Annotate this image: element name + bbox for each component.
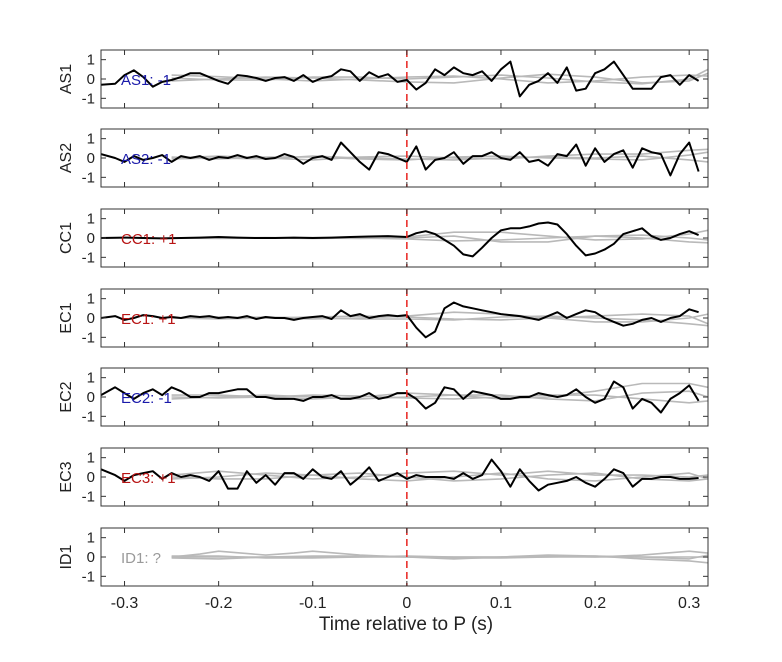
y-tick-label: 1	[87, 450, 95, 467]
black-trace	[101, 141, 700, 177]
panel-ec2: EC2: -1 -1 0 1 EC2	[58, 367, 709, 427]
black-trace	[101, 60, 700, 98]
gray-trace-2	[171, 472, 708, 482]
panel-annotation-label: EC3: +1	[121, 470, 176, 487]
x-axis-label: Time relative to P (s)	[319, 614, 493, 635]
y-tick-label: 0	[87, 150, 95, 167]
panel-ec3: EC3: +1 -1 0 1 EC3	[58, 447, 709, 507]
panel-y-axis-label: EC2	[58, 381, 75, 412]
black-trace	[101, 221, 699, 258]
y-tick-label: 1	[87, 52, 95, 69]
y-tick-label: 0	[87, 549, 95, 566]
panel-annotation-label: EC2: -1	[121, 390, 172, 407]
y-tick-label: -1	[82, 329, 95, 346]
y-tick-label: 1	[87, 530, 95, 547]
panel-as2: AS2: -1 -1 0 1 AS2	[58, 128, 709, 188]
panel-y-axis-label: EC1	[58, 302, 75, 333]
traces-group	[101, 380, 708, 414]
panel-as1: AS1: -1 -1 0 1 AS1	[58, 49, 709, 109]
y-tick-label: 1	[87, 131, 95, 148]
panel-id1: ID1: ? -1 0 1 ID1	[58, 527, 709, 587]
panel-y-axis-label: ID1	[58, 544, 75, 569]
x-tick-label: 0	[402, 595, 411, 612]
y-tick-label: 0	[87, 71, 95, 88]
panel-ec1: EC1: +1 -1 0 1 EC1	[58, 288, 709, 348]
y-tick-label: 0	[87, 230, 95, 247]
panel-annotation-label: AS1: -1	[121, 72, 171, 89]
y-tick-label: 0	[87, 469, 95, 486]
panel-annotation-label: AS2: -1	[121, 151, 171, 168]
gray-trace-1	[171, 74, 708, 84]
x-tick-label: -0.2	[205, 595, 233, 612]
panel-y-axis-label: AS2	[58, 143, 75, 173]
y-tick-label: -1	[82, 169, 95, 186]
panel-y-axis-label: AS1	[58, 64, 75, 94]
x-tick-label: 0.3	[678, 595, 700, 612]
y-tick-label: -1	[82, 488, 95, 505]
gray-trace-3	[171, 555, 708, 564]
y-tick-label: -1	[82, 249, 95, 266]
traces-group	[101, 141, 708, 177]
y-tick-label: 1	[87, 211, 95, 228]
traces-group	[101, 60, 708, 98]
traces-group	[101, 458, 708, 492]
panel-cc1: CC1: +1 -1 0 1 CC1	[58, 208, 709, 268]
y-tick-label: 1	[87, 291, 95, 308]
black-trace	[101, 458, 699, 492]
panel-y-axis-label: EC3	[58, 461, 75, 492]
black-trace	[101, 301, 699, 339]
gray-trace-3	[171, 390, 708, 402]
x-tick-label: 0.1	[490, 595, 512, 612]
y-tick-label: -1	[82, 568, 95, 585]
y-tick-label: -1	[82, 408, 95, 425]
gray-trace-2	[171, 151, 708, 161]
x-tick-label: -0.3	[111, 595, 139, 612]
panel-annotation-label: EC1: +1	[121, 311, 176, 328]
traces-group	[101, 301, 708, 339]
black-trace	[101, 380, 700, 414]
panel-annotation-label: CC1: +1	[121, 231, 176, 248]
x-tick-label: -0.1	[299, 595, 327, 612]
gray-trace-4	[171, 550, 708, 559]
y-tick-label: 1	[87, 370, 95, 387]
gray-trace-2	[171, 72, 708, 84]
x-tick-label: 0.2	[584, 595, 606, 612]
x-axis: -0.3 -0.2 -0.1 0 0.1 0.2 0.3	[111, 595, 701, 612]
panel-annotation-label: ID1: ?	[121, 550, 161, 567]
panel-y-axis-label: CC1	[58, 222, 75, 254]
y-tick-label: 0	[87, 389, 95, 406]
y-tick-label: 0	[87, 310, 95, 327]
traces-group	[101, 221, 708, 258]
y-tick-label: -1	[82, 90, 95, 107]
